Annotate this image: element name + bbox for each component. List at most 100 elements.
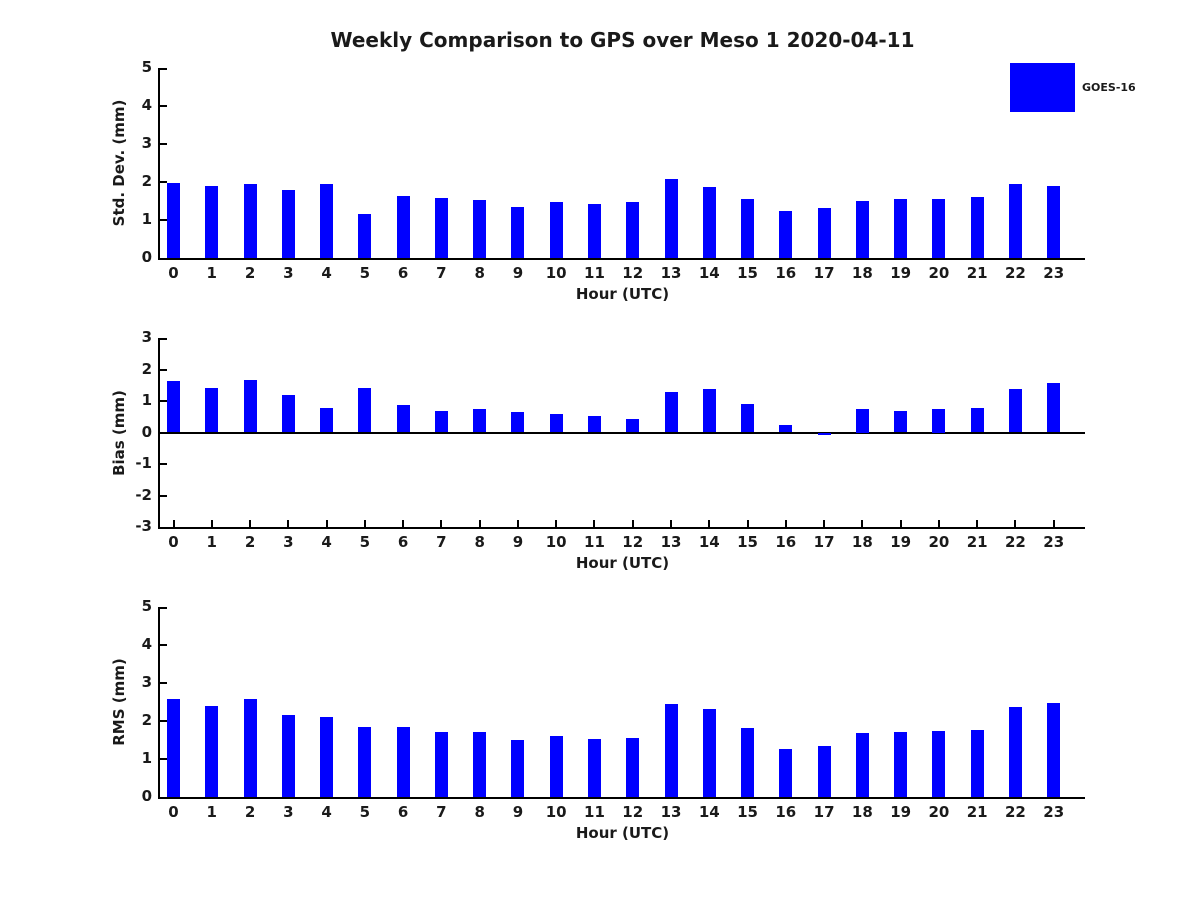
- x-tick-mark: [478, 520, 481, 527]
- x-tick-label: 15: [737, 803, 758, 821]
- bar: [970, 729, 984, 797]
- bar: [970, 197, 984, 258]
- bar: [1008, 389, 1022, 433]
- legend-swatch: [1010, 63, 1075, 112]
- x-axis-label: Hour (UTC): [575, 285, 670, 303]
- chart-title: Weekly Comparison to GPS over Meso 1 202…: [330, 28, 915, 52]
- y-tick-mark: [160, 105, 167, 107]
- y-tick-mark: [160, 720, 167, 722]
- bar: [1008, 183, 1022, 258]
- bar: [587, 204, 601, 258]
- zero-axis-line: [160, 431, 1085, 434]
- bar: [243, 380, 257, 433]
- y-tick-label: -1: [135, 454, 152, 472]
- x-tick-label: 15: [737, 533, 758, 551]
- x-tick-label: 17: [813, 803, 835, 821]
- x-tick-label: 7: [436, 533, 447, 551]
- x-tick-label: 11: [584, 803, 605, 821]
- bar: [549, 736, 563, 797]
- x-tick-label: 3: [283, 533, 294, 551]
- x-tick-mark: [402, 520, 405, 527]
- x-tick-label: 18: [851, 264, 873, 282]
- y-tick-label: 3: [141, 328, 152, 346]
- bar: [281, 395, 295, 433]
- x-tick-label: 23: [1043, 533, 1065, 551]
- x-tick-label: 13: [660, 803, 682, 821]
- x-tick-label: 4: [321, 264, 332, 282]
- legend-label: GOES-16: [1082, 81, 1136, 94]
- x-tick-mark: [861, 520, 864, 527]
- y-tick-label: 2: [141, 711, 152, 729]
- bar: [1047, 383, 1061, 433]
- bar: [817, 208, 831, 258]
- plot-area: Hour (UTC) 0 1 2 3 4 5 0 1 2 3 4 5 6 7 8 9 10 11 12 13 14 15 1…: [142, 597, 1085, 842]
- bar: [358, 726, 372, 797]
- bar: [549, 201, 563, 258]
- bar: [932, 408, 946, 433]
- x-axis-label: Hour (UTC): [575, 554, 670, 572]
- x-tick-label: 20: [928, 264, 950, 282]
- x-tick-label: 21: [966, 803, 988, 821]
- bar: [281, 189, 295, 258]
- x-tick-mark: [325, 520, 328, 527]
- bar: [396, 196, 410, 258]
- y-tick-mark: [160, 143, 167, 145]
- y-axis-label: Std. Dev. (mm): [110, 99, 128, 227]
- y-tick-label: 0: [141, 787, 152, 805]
- x-tick-label: 12: [622, 264, 644, 282]
- y-tick-mark: [160, 758, 167, 760]
- bar: [855, 408, 869, 433]
- x-tick-label: 19: [890, 803, 912, 821]
- x-tick-label: 16: [775, 533, 797, 551]
- x-tick-label: 14: [698, 533, 720, 551]
- bar: [320, 407, 334, 433]
- x-tick-mark: [593, 520, 596, 527]
- plot-area: Hour (UTC) -3 -2 -1 0 1 2 3 0 1 2 3 4 5 6 7 8 9 10 11 12 13 1…: [135, 328, 1085, 572]
- y-tick-label: 0: [141, 422, 152, 441]
- bar: [320, 716, 334, 797]
- bar: [549, 413, 563, 433]
- y-tick-label: 2: [141, 172, 152, 190]
- x-tick-label: 18: [851, 533, 873, 551]
- x-axis-label: Hour (UTC): [575, 824, 670, 842]
- x-axis-line: [158, 258, 1085, 260]
- x-tick-label: 23: [1043, 264, 1065, 282]
- y-axis-line: [158, 607, 160, 799]
- x-tick-mark: [516, 520, 519, 527]
- bar: [1047, 186, 1061, 258]
- x-tick-label: 18: [851, 803, 873, 821]
- y-axis-label: RMS (mm): [110, 658, 128, 746]
- y-tick-mark: [160, 368, 167, 371]
- x-tick-mark: [1052, 520, 1055, 527]
- x-tick-label: 17: [813, 264, 835, 282]
- x-tick-label: 7: [436, 803, 447, 821]
- x-tick-label: 0: [168, 264, 179, 282]
- bar: [167, 183, 180, 258]
- y-tick-label: 5: [141, 58, 152, 76]
- x-tick-label: 1: [206, 264, 217, 282]
- y-tick-mark: [160, 644, 167, 646]
- y-tick-label: -3: [135, 517, 152, 535]
- x-tick-label: 19: [890, 264, 912, 282]
- y-tick-label: 3: [141, 673, 152, 691]
- x-tick-label: 14: [698, 803, 720, 821]
- bar: [511, 207, 525, 258]
- bar: [779, 749, 793, 797]
- x-tick-label: 0: [168, 533, 179, 551]
- y-tick-label: 1: [141, 210, 152, 228]
- x-tick-mark: [976, 520, 979, 527]
- x-tick-label: 9: [512, 803, 524, 821]
- y-tick-label: 2: [141, 359, 152, 378]
- x-tick-label: 10: [545, 533, 567, 551]
- bar: [587, 738, 601, 797]
- x-tick-mark: [249, 520, 252, 527]
- x-tick-label: 16: [775, 264, 797, 282]
- bar: [855, 201, 869, 258]
- x-axis-line: [158, 797, 1085, 799]
- bar: [779, 210, 793, 258]
- y-tick-mark: [160, 219, 167, 221]
- x-tick-label: 22: [1005, 803, 1026, 821]
- y-tick-label: 3: [141, 134, 152, 152]
- x-tick-label: 0: [168, 803, 179, 821]
- bar: [894, 732, 908, 797]
